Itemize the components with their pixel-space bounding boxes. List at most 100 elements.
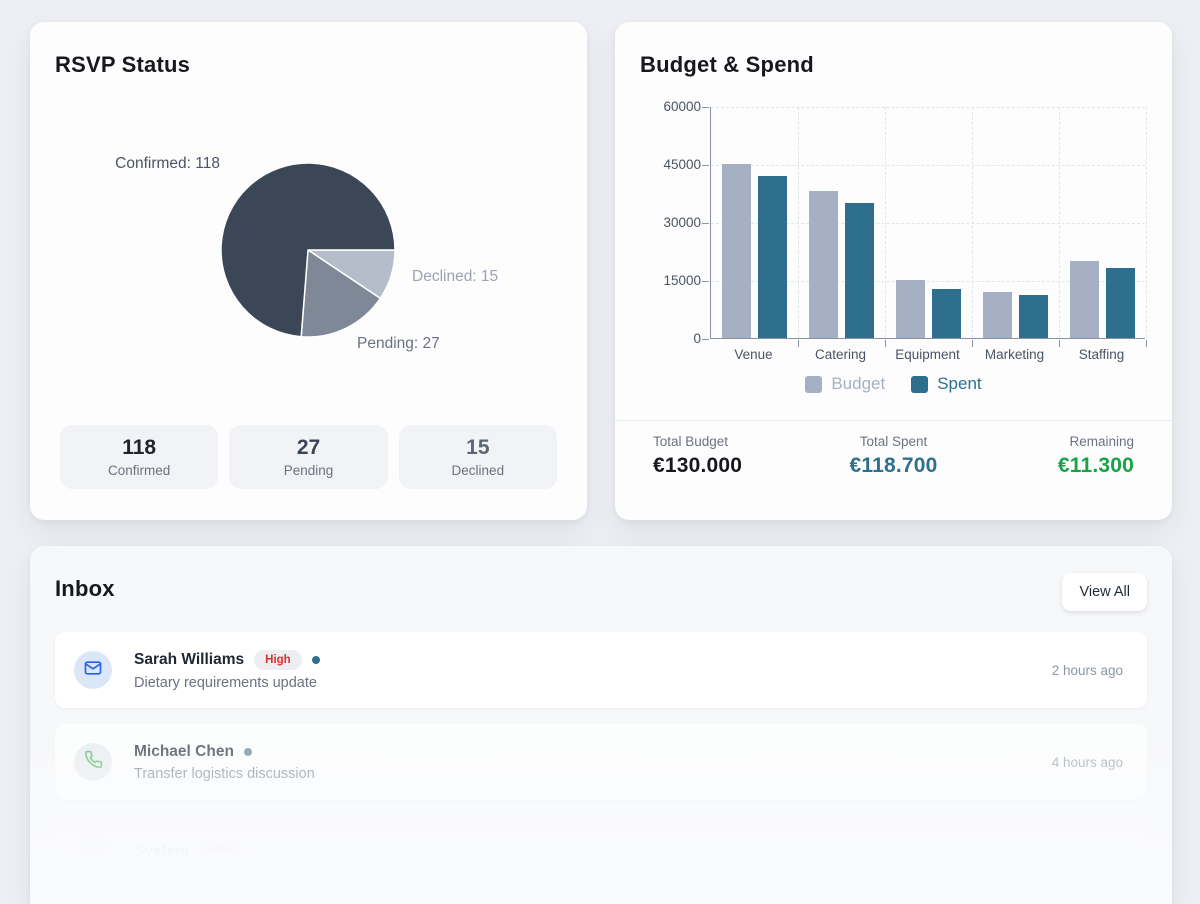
message-row-system[interactable]: System High	[55, 816, 1147, 892]
budget-spend-card: Budget & Spend 0 15000 30000 45000 60000 Ven…	[615, 22, 1172, 520]
pie-slice-confirmed	[220, 162, 396, 338]
pie-slice-pending	[300, 249, 382, 338]
x-tick-label: Marketing	[984, 347, 1045, 362]
pie-label-confirmed: Confirmed: 118	[115, 155, 220, 172]
inbox-title: Inbox	[55, 576, 115, 601]
priority-badge: High	[199, 841, 247, 862]
stat-label-confirmed: Confirmed	[108, 463, 171, 478]
h-gridline	[711, 281, 1145, 282]
h-gridline	[711, 165, 1145, 166]
legend-label-budget: Budget	[831, 374, 886, 393]
stat-value-confirmed: 118	[122, 436, 157, 459]
rsvp-pie-chart	[220, 162, 396, 338]
x-tick-mark	[972, 340, 973, 347]
inbox-card: Inbox View All Sarah Williams High Dieta…	[30, 546, 1172, 904]
x-tick-label: Catering	[814, 347, 867, 362]
divider	[615, 420, 1172, 421]
total-spent-label: Total Spent	[859, 434, 928, 449]
avatar	[74, 835, 112, 873]
budget-card-title: Budget & Spend	[640, 52, 814, 77]
y-tick-mark	[702, 107, 709, 108]
message-sender: Michael Chen	[134, 742, 234, 760]
message-time: 2 hours ago	[1051, 662, 1123, 678]
bar-group-marketing	[972, 107, 1059, 338]
remaining-value: €11.300	[1057, 454, 1134, 477]
bar-spent-marketing	[1019, 295, 1048, 338]
bar-budget-staffing	[1070, 260, 1099, 338]
legend-item-budget: Budget	[805, 374, 885, 394]
bar-spent-catering	[845, 202, 874, 338]
message-content: System High	[134, 841, 247, 867]
legend-item-spent: Spent	[911, 374, 982, 394]
stat-label-pending: Pending	[283, 463, 334, 478]
total-budget-label: Total Budget	[653, 434, 729, 449]
x-tick-label: Equipment	[895, 347, 960, 362]
bar-group-staffing	[1059, 107, 1146, 338]
view-all-button[interactable]: View All	[1062, 573, 1147, 611]
mail-icon	[83, 658, 103, 683]
v-gridline	[1059, 107, 1060, 338]
x-tick-mark	[1146, 340, 1147, 347]
bar-spent-equipment	[932, 288, 961, 338]
rsvp-status-card: RSVP Status Confirmed: 118 Declined: 15 …	[30, 22, 587, 520]
remaining-label: Remaining	[1069, 434, 1134, 449]
y-tick-mark	[702, 165, 709, 166]
message-row-sarah-williams[interactable]: Sarah Williams High Dietary requirements…	[55, 632, 1147, 708]
v-gridline	[798, 107, 799, 338]
v-gridline	[972, 107, 973, 338]
x-tick-mark	[1059, 340, 1060, 347]
bar-group-equipment	[885, 107, 972, 338]
budget-bar-chart	[702, 107, 1147, 347]
chart-legend: Budget Spent	[615, 374, 1172, 394]
stat-label-declined: Declined	[451, 463, 505, 478]
total-spent-value: €118.700	[849, 454, 938, 477]
message-subject: Transfer logistics discussion	[134, 765, 315, 782]
x-axis-labels: Venue Catering Equipment Marketing Staffing	[710, 347, 1145, 367]
rsvp-stats-row: 118 Confirmed 27 Pending 15 Declined	[30, 425, 587, 489]
avatar	[74, 651, 112, 689]
y-tick-label: 30000	[663, 215, 701, 230]
phone-icon	[84, 750, 103, 774]
message-sender: Sarah Williams	[134, 650, 245, 668]
y-tick-label: 15000	[663, 273, 701, 288]
bar-group-catering	[798, 107, 885, 338]
inbox-message-list: Sarah Williams High Dietary requirements…	[55, 632, 1147, 892]
message-content: Sarah Williams High Dietary requirements…	[134, 649, 320, 691]
bar-group-venue	[711, 107, 798, 338]
legend-swatch-spent	[911, 375, 929, 393]
message-row-michael-chen[interactable]: Michael Chen Transfer logistics discussi…	[55, 724, 1147, 800]
bar-budget-marketing	[983, 291, 1012, 338]
total-budget-block: Total Budget €130.000	[653, 434, 849, 478]
message-subject: Dietary requirements update	[134, 674, 317, 691]
x-tick-label: Staffing	[1078, 347, 1125, 362]
legend-label-spent: Spent	[937, 374, 982, 393]
bar-budget-catering	[809, 191, 838, 338]
y-tick-label: 45000	[663, 157, 701, 172]
message-sender: System	[134, 842, 190, 860]
y-tick-mark	[702, 339, 709, 340]
h-gridline	[711, 107, 1145, 108]
pie-label-pending: Pending: 27	[357, 335, 440, 352]
bell-icon	[84, 842, 103, 866]
bar-budget-equipment	[896, 280, 925, 338]
stat-box-pending: 27 Pending	[229, 425, 388, 489]
h-gridline	[711, 223, 1145, 224]
x-tick-mark	[885, 340, 886, 347]
bar-spent-staffing	[1106, 268, 1135, 338]
legend-swatch-budget	[805, 375, 823, 393]
stat-value-pending: 27	[296, 436, 321, 459]
avatar	[74, 743, 112, 781]
x-tick-mark	[798, 340, 799, 347]
remaining-block: Remaining €11.300	[938, 434, 1134, 478]
y-tick-label: 60000	[663, 99, 701, 114]
stat-box-declined: 15 Declined	[398, 425, 557, 489]
bar-spent-venue	[758, 175, 787, 338]
v-gridline	[885, 107, 886, 338]
priority-badge: High	[254, 649, 302, 670]
budget-totals-row: Total Budget €130.000 Total Spent €118.7…	[615, 434, 1172, 478]
bar-budget-venue	[722, 164, 751, 338]
message-content: Michael Chen Transfer logistics discussi…	[134, 743, 315, 782]
stat-box-confirmed: 118 Confirmed	[60, 425, 219, 489]
y-tick-label: 0	[693, 331, 701, 346]
total-budget-value: €130.000	[653, 454, 743, 477]
